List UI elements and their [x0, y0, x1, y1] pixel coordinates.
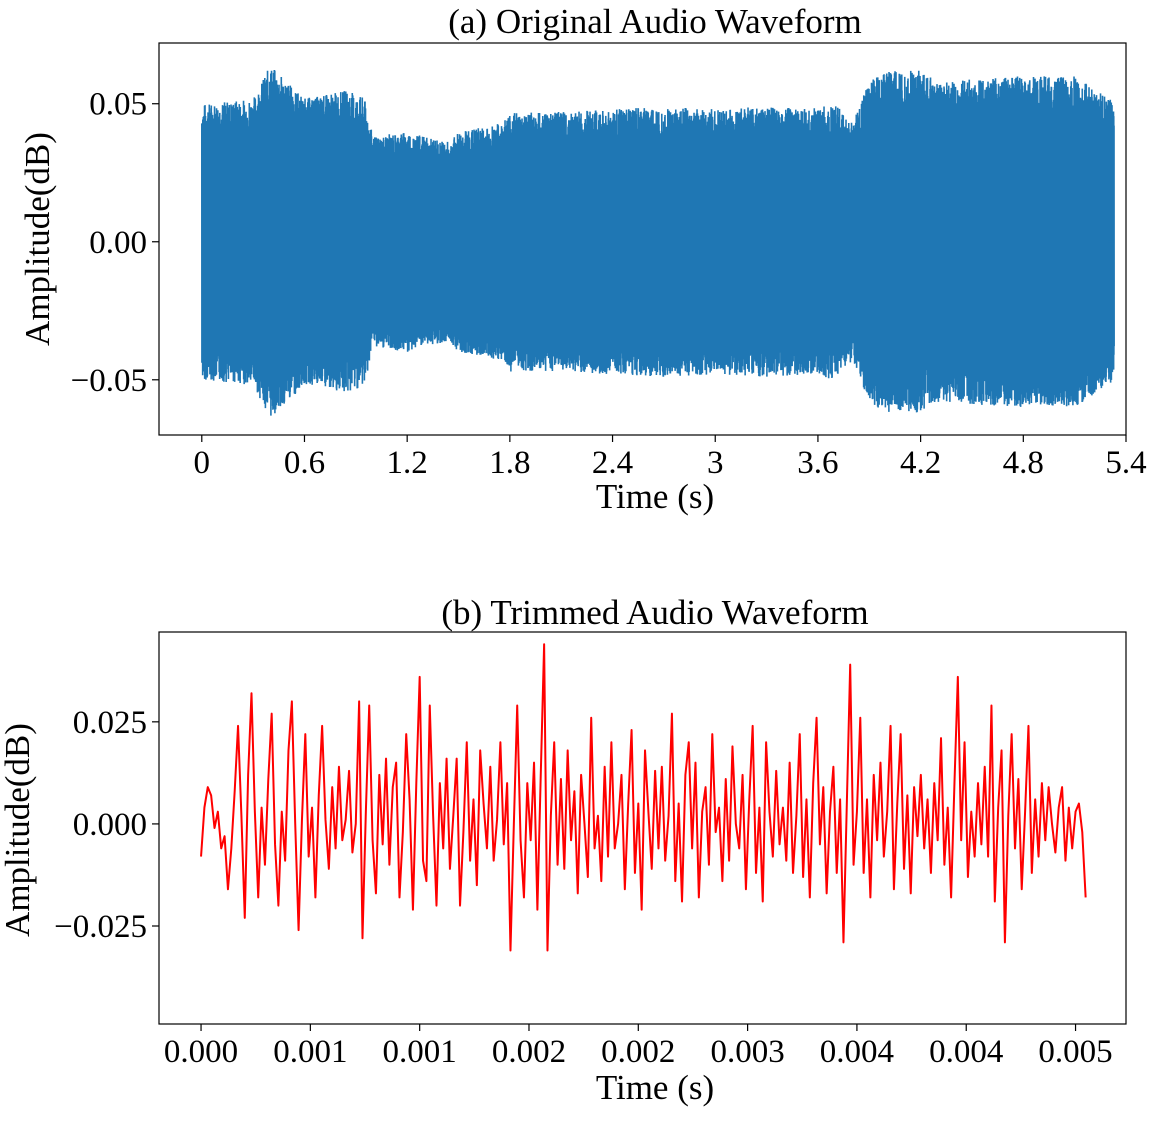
- panel-b-x-tick-label: 0.001: [273, 1034, 347, 1070]
- panel-a-x-tick-label: 5.4: [1105, 445, 1146, 481]
- panel-a-title: (a) Original Audio Waveform: [448, 2, 862, 41]
- panel-a-plot-area: [200, 70, 1115, 416]
- panel-b-x-tick-label: 0.002: [601, 1034, 675, 1070]
- panel-b-x-tick-label: 0.000: [164, 1034, 238, 1070]
- panel-b-x-tick-label: 0.004: [820, 1034, 894, 1070]
- panel-a-frame: [158, 42, 1127, 436]
- panel-b-x-tick-label: 0.001: [383, 1034, 457, 1070]
- panel-b-y-ticks: 0.025 0.000 −0.025: [54, 705, 159, 945]
- panel-b-x-tick-label: 0.002: [492, 1034, 566, 1070]
- panel-a-x-tick-label: 0: [194, 445, 211, 481]
- panel-a-y-tick-label: −0.05: [71, 363, 147, 399]
- panel-a-x-tick-label: 1.2: [387, 445, 428, 481]
- panel-b-waveform-line: [200, 643, 1087, 952]
- panel-a-original-waveform: (a) Original Audio Waveform 0 0.6 1.2 1.8 2.…: [18, 2, 1147, 516]
- panel-a-x-tick-label: 4.2: [900, 445, 941, 481]
- panel-a-x-tick-label: 2.4: [592, 445, 633, 481]
- panel-b-y-tick-label: 0.025: [73, 705, 147, 741]
- panel-a-waveform-line: [200, 70, 1115, 416]
- panel-a-x-tick-label: 1.8: [489, 445, 530, 481]
- panel-b-x-tick-label: 0.003: [710, 1034, 784, 1070]
- panel-a-x-tick-label: 0.6: [284, 445, 325, 481]
- panel-a-y-label: Amplitude(dB): [18, 132, 57, 346]
- panel-a-x-ticks: 0 0.6 1.2 1.8 2.4 3 3.6 4.2 4.8 5.4: [194, 435, 1147, 481]
- panel-a-y-ticks: 0.05 0.00 −0.05: [71, 87, 159, 399]
- panel-b-x-tick-label: 0.005: [1038, 1034, 1112, 1070]
- panel-a-x-tick-label: 4.8: [1003, 445, 1044, 481]
- panel-b-trimmed-waveform: (b) Trimmed Audio Waveform 0.000 0.001 0.0…: [0, 593, 1127, 1107]
- panel-b-x-label: Time (s): [596, 1068, 714, 1107]
- panel-a-y-tick-label: 0.00: [89, 225, 147, 261]
- panel-b-y-tick-label: 0.000: [73, 807, 147, 843]
- panel-b-x-tick-label: 0.004: [929, 1034, 1003, 1070]
- panel-b-y-label: Amplitude(dB): [0, 723, 37, 937]
- panel-b-title: (b) Trimmed Audio Waveform: [441, 593, 868, 632]
- panel-b-x-ticks: 0.000 0.001 0.001 0.002 0.002 0.003 0.004 0.004…: [164, 1024, 1113, 1070]
- panel-a-x-tick-label: 3.6: [797, 445, 838, 481]
- panel-b-y-tick-label: −0.025: [54, 909, 147, 945]
- panel-b-frame: [158, 631, 1127, 1025]
- panel-a-x-label: Time (s): [596, 477, 714, 516]
- panel-a-y-tick-label: 0.05: [89, 87, 147, 123]
- panel-a-x-tick-label: 3: [707, 445, 724, 481]
- panel-b-plot-area: [200, 643, 1087, 952]
